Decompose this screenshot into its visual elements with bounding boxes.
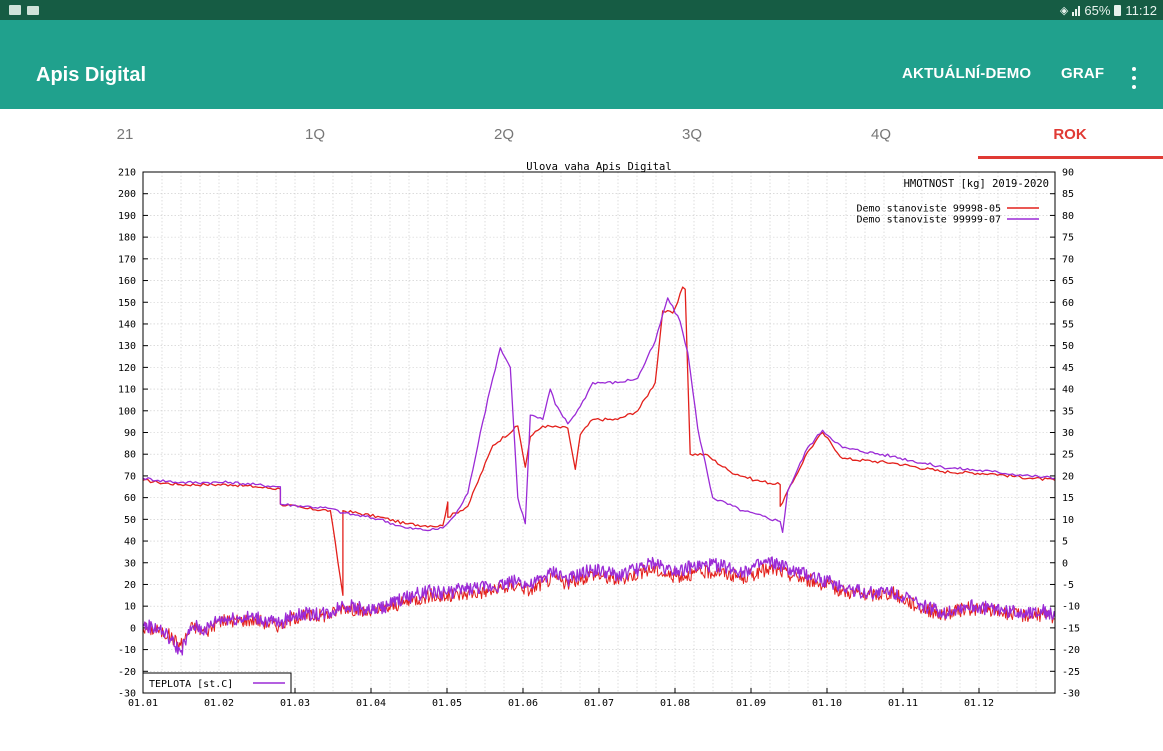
battery-icon bbox=[1114, 4, 1122, 16]
plot-border bbox=[142, 171, 1056, 694]
y-right-tick-label: 15 bbox=[1062, 493, 1074, 504]
y-left-tick-label: 10 bbox=[124, 602, 136, 613]
wifi-icon: ◈ bbox=[1059, 4, 1069, 17]
y-left-tick-label: 180 bbox=[118, 233, 136, 244]
y-right-tick-label: 60 bbox=[1062, 298, 1074, 309]
y-right-tick-label: -5 bbox=[1062, 580, 1074, 591]
y-right-tick-label: 0 bbox=[1062, 558, 1068, 569]
tab-1q[interactable]: 1Q bbox=[304, 125, 325, 143]
y-right-tick-label: 10 bbox=[1062, 515, 1074, 526]
y-right-tick-label: 90 bbox=[1062, 168, 1074, 179]
y-right-tick-label: 50 bbox=[1062, 341, 1074, 352]
aktualni-demo-button[interactable]: AKTUÁLNÍ-DEMO bbox=[902, 65, 1032, 82]
y-right-tick-label: 55 bbox=[1062, 319, 1074, 330]
y-left-tick-label: 40 bbox=[124, 537, 136, 548]
y-right-tick-label: -25 bbox=[1062, 667, 1080, 678]
x-tick-label: 01.06 bbox=[508, 698, 538, 709]
legend-label: Demo stanoviste 99998-05 bbox=[857, 204, 1002, 215]
x-tick-label: 01.07 bbox=[584, 698, 614, 709]
y-right-tick-label: 70 bbox=[1062, 254, 1074, 265]
tab-rok[interactable]: ROK bbox=[1053, 125, 1087, 143]
graf-button[interactable]: GRAF bbox=[1061, 65, 1105, 82]
y-right-tick-label: -20 bbox=[1062, 645, 1080, 656]
y-right-tick-label: 80 bbox=[1062, 211, 1074, 222]
secondary-legend-label: TEPLOTA [st.C] bbox=[149, 679, 233, 690]
weight-line-99999-07 bbox=[142, 297, 1056, 534]
y-left-tick-label: 110 bbox=[118, 385, 136, 396]
x-tick-label: 01.05 bbox=[432, 698, 462, 709]
x-tick-label: 01.11 bbox=[888, 698, 918, 709]
y-left-tick-label: 150 bbox=[118, 298, 136, 309]
y-left-tick-label: -10 bbox=[118, 645, 136, 656]
x-tick-label: 01.12 bbox=[964, 698, 994, 709]
image-notification-icon bbox=[9, 5, 21, 15]
y-right-tick-label: 30 bbox=[1062, 428, 1074, 439]
period-tabs: 21 1Q 2Q 3Q 4Q ROK bbox=[0, 109, 1163, 159]
x-tick-label: 01.04 bbox=[356, 698, 386, 709]
y-left-tick-label: 120 bbox=[118, 363, 136, 374]
y-left-tick-label: 190 bbox=[118, 211, 136, 222]
y-right-tick-label: -10 bbox=[1062, 602, 1080, 613]
y-left-tick-label: 90 bbox=[124, 428, 136, 439]
y-left-tick-label: 210 bbox=[118, 168, 136, 179]
tab-3q[interactable]: 3Q bbox=[681, 125, 702, 143]
clock: 11:12 bbox=[1125, 2, 1157, 18]
y-left-tick-label: 130 bbox=[118, 341, 136, 352]
y-right-tick-label: -30 bbox=[1062, 689, 1080, 700]
x-tick-label: 01.03 bbox=[280, 698, 310, 709]
y-left-tick-label: 60 bbox=[124, 493, 136, 504]
temperature-line-99999-07 bbox=[143, 556, 1056, 656]
y-left-tick-label: 50 bbox=[124, 515, 136, 526]
y-right-tick-label: 35 bbox=[1062, 406, 1074, 417]
mail-notification-icon bbox=[27, 5, 39, 15]
chart-svg: -30-20-100102030405060708090100110120130… bbox=[118, 161, 1080, 709]
temperature-line-99998-05 bbox=[142, 563, 1056, 651]
more-vert-icon[interactable] bbox=[1127, 67, 1141, 89]
y-left-tick-label: 80 bbox=[124, 450, 136, 461]
y-left-tick-label: 20 bbox=[124, 580, 136, 591]
chart-title: Ulova vaha Apis Digital bbox=[526, 161, 671, 173]
signal-icon bbox=[1072, 5, 1081, 16]
x-tick-label: 01.02 bbox=[204, 698, 234, 709]
y-left-tick-label: 160 bbox=[118, 276, 136, 287]
y-left-tick-label: 0 bbox=[130, 623, 136, 634]
chart-inner-title: HMOTNOST [kg] 2019-2020 bbox=[904, 178, 1049, 190]
y-left-tick-label: 100 bbox=[118, 406, 136, 417]
x-tick-label: 01.08 bbox=[660, 698, 690, 709]
status-notifications bbox=[0, 5, 39, 15]
y-right-tick-label: 40 bbox=[1062, 385, 1074, 396]
y-left-tick-label: 200 bbox=[118, 189, 136, 200]
y-right-tick-label: 25 bbox=[1062, 450, 1074, 461]
y-right-tick-label: 65 bbox=[1062, 276, 1074, 287]
y-right-tick-label: -15 bbox=[1062, 623, 1080, 634]
x-tick-label: 01.10 bbox=[812, 698, 842, 709]
y-right-tick-label: 5 bbox=[1062, 537, 1068, 548]
x-tick-label: 01.01 bbox=[128, 698, 158, 709]
y-left-tick-label: 170 bbox=[118, 254, 136, 265]
battery-percent: 65% bbox=[1084, 2, 1111, 18]
active-tab-indicator bbox=[978, 156, 1163, 159]
status-bar: ◈ 65% 11:12 bbox=[0, 0, 1163, 20]
y-left-tick-label: 140 bbox=[118, 319, 136, 330]
y-right-tick-label: 45 bbox=[1062, 363, 1074, 374]
y-right-tick-label: 85 bbox=[1062, 189, 1074, 200]
weight-chart: -30 -20 -10 0 10 20 30 40 50 60 70 80 90 100 110 120 130… bbox=[93, 160, 1106, 710]
tab-2q[interactable]: 2Q bbox=[493, 125, 514, 143]
y-left-tick-label: -20 bbox=[118, 667, 136, 678]
tab-4q[interactable]: 4Q bbox=[870, 125, 891, 143]
y-left-tick-label: 30 bbox=[124, 558, 136, 569]
x-tick-label: 01.09 bbox=[736, 698, 766, 709]
app-title: Apis Digital bbox=[36, 64, 147, 86]
tab-21[interactable]: 21 bbox=[116, 125, 134, 143]
legend-label: Demo stanoviste 99999-07 bbox=[857, 215, 1002, 226]
status-indicators: ◈ 65% 11:12 bbox=[1060, 3, 1163, 18]
y-left-tick-label: 70 bbox=[124, 471, 136, 482]
y-left-tick-label: -30 bbox=[118, 689, 136, 700]
y-right-tick-label: 75 bbox=[1062, 233, 1074, 244]
app-bar: Apis Digital AKTUÁLNÍ-DEMO GRAF bbox=[0, 20, 1163, 109]
y-right-tick-label: 20 bbox=[1062, 471, 1074, 482]
